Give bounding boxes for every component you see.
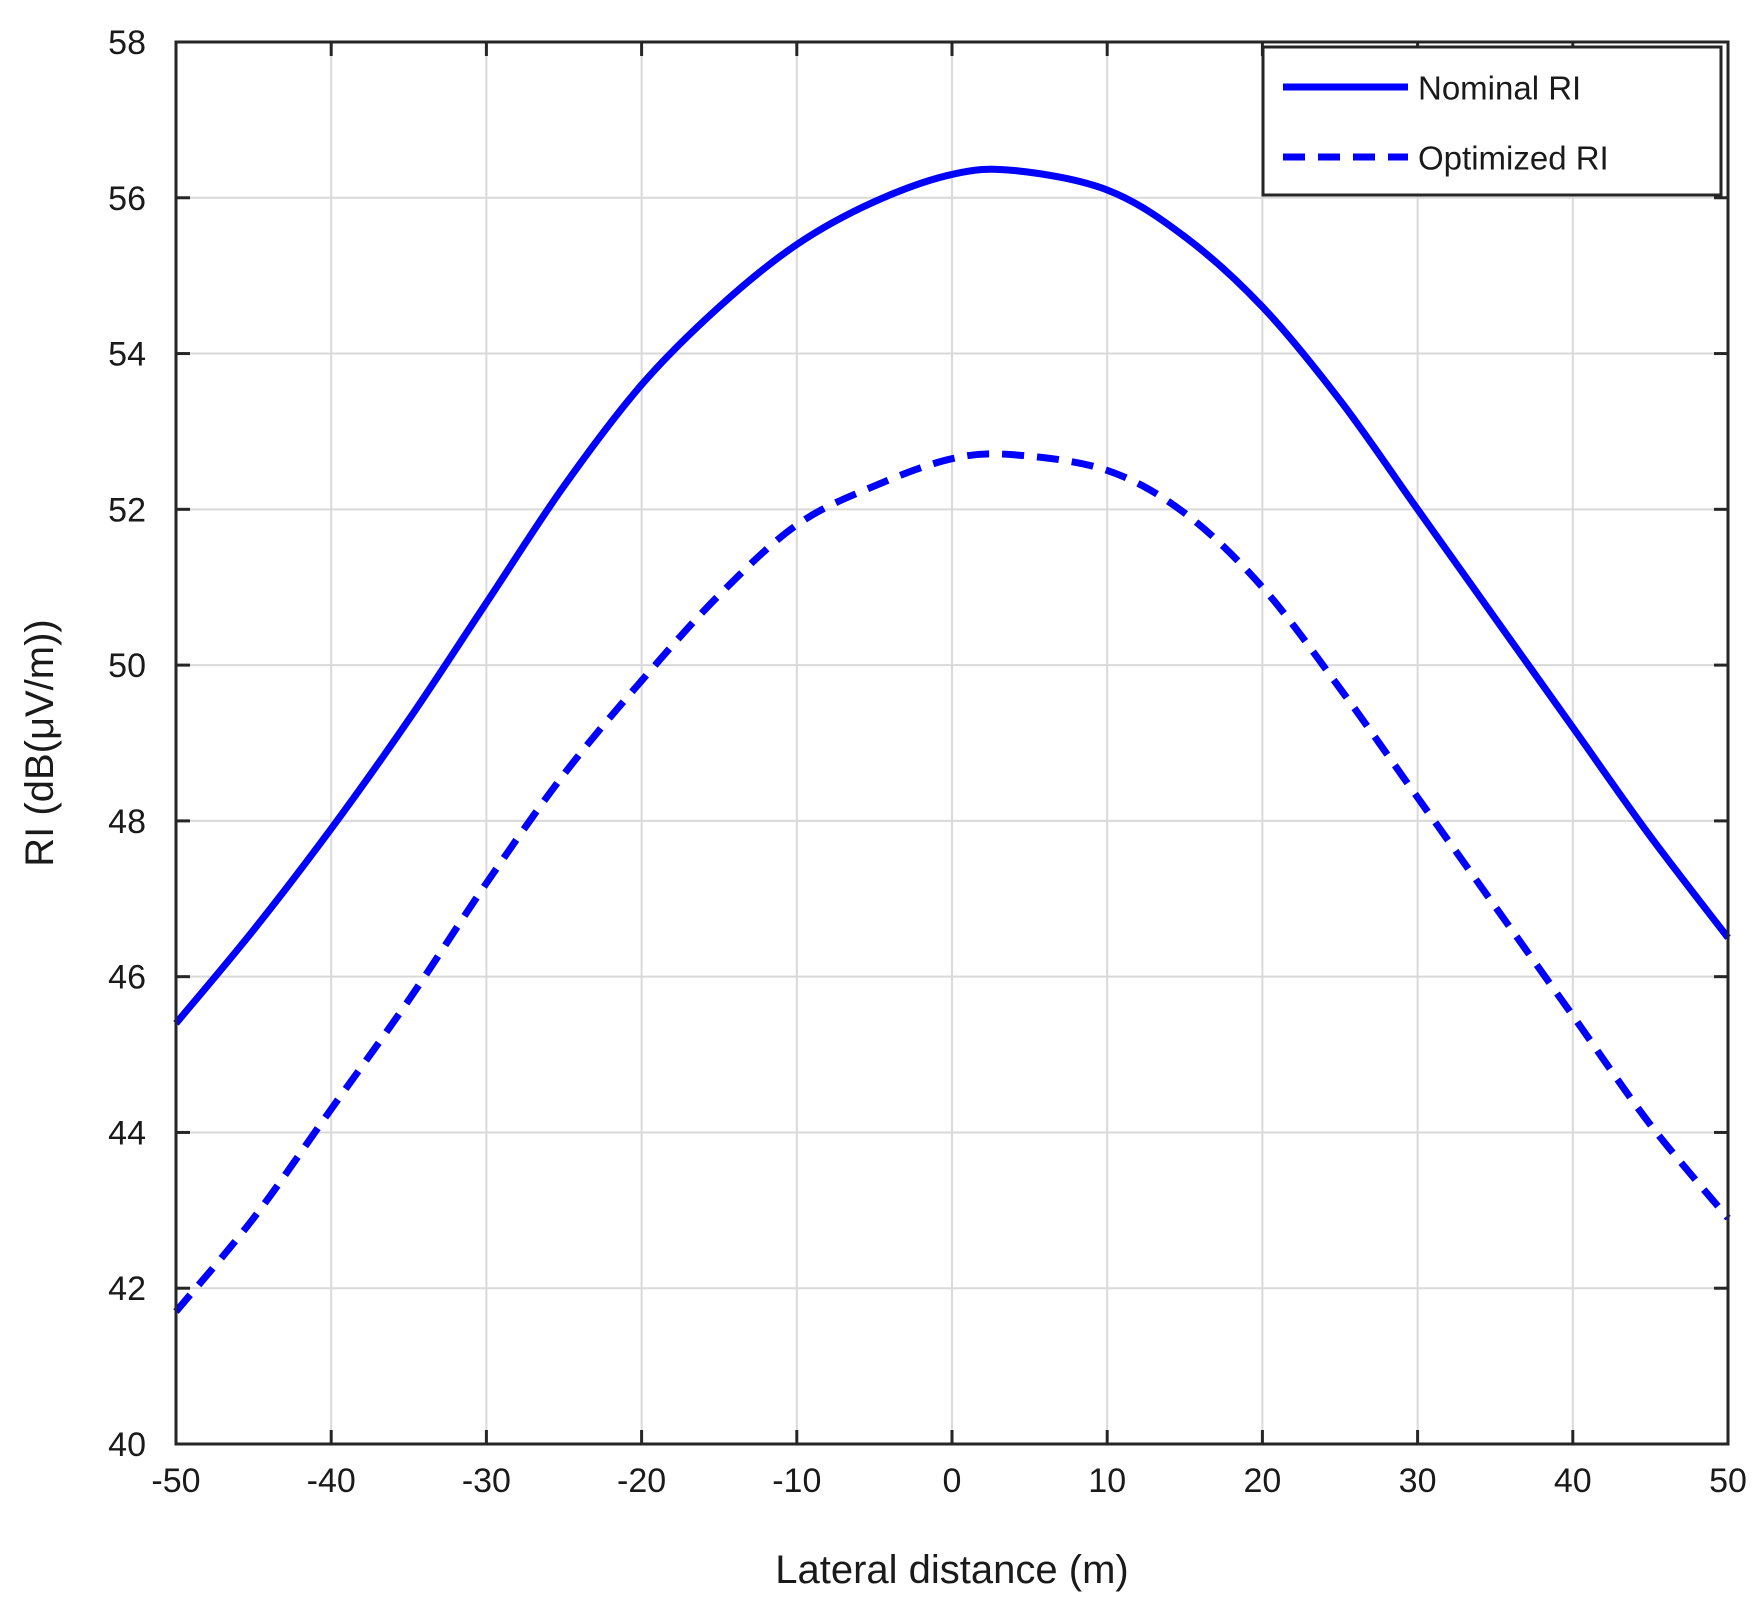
tick-labels: -50 -40 -30 -20 -10 0 10 20 30 40 50 40 42 44 46 48 50 52… [108, 24, 1747, 1500]
x-tick-label: -30 [462, 1462, 511, 1500]
x-tick-label: 20 [1243, 1462, 1281, 1500]
y-tick-label: 56 [108, 180, 146, 218]
y-tick-label: 54 [108, 336, 146, 374]
x-tick-label: -40 [307, 1462, 356, 1500]
y-tick-label: 48 [108, 803, 146, 841]
series-lines [173, 165, 1731, 1314]
y-tick-label: 50 [108, 647, 146, 685]
x-tick-label: -50 [151, 1462, 200, 1500]
y-tick-label: 44 [108, 1114, 146, 1152]
y-tick-label: 46 [108, 959, 146, 997]
y-tick-label: 40 [108, 1426, 146, 1464]
x-axis-label: Lateral distance (m) [775, 1548, 1128, 1592]
x-tick-label: -20 [617, 1462, 666, 1500]
x-tick-label: -10 [772, 1462, 821, 1500]
grid-lines [176, 42, 1728, 1444]
x-tick-label: 0 [943, 1462, 962, 1500]
y-axis-label: RI (dB(μV/m)) [18, 619, 62, 866]
x-tick-label: 30 [1399, 1462, 1437, 1500]
legend-box [1261, 45, 1723, 197]
y-tick-label: 58 [108, 24, 146, 62]
y-tick-label: 52 [108, 491, 146, 529]
x-tick-label: 50 [1709, 1462, 1747, 1500]
legend-label-optimized: Optimized RI [1418, 140, 1609, 177]
plot-area-frame [174, 40, 1730, 1446]
y-tick-label: 42 [108, 1270, 146, 1308]
x-tick-label: 40 [1554, 1462, 1592, 1500]
legend-label-nominal: Nominal RI [1418, 70, 1581, 107]
series-line-nominal [173, 165, 1731, 1026]
series-line-optimized [173, 450, 1731, 1314]
legend: Nominal RI Optimized RI [1261, 45, 1723, 197]
x-tick-label: 10 [1088, 1462, 1126, 1500]
